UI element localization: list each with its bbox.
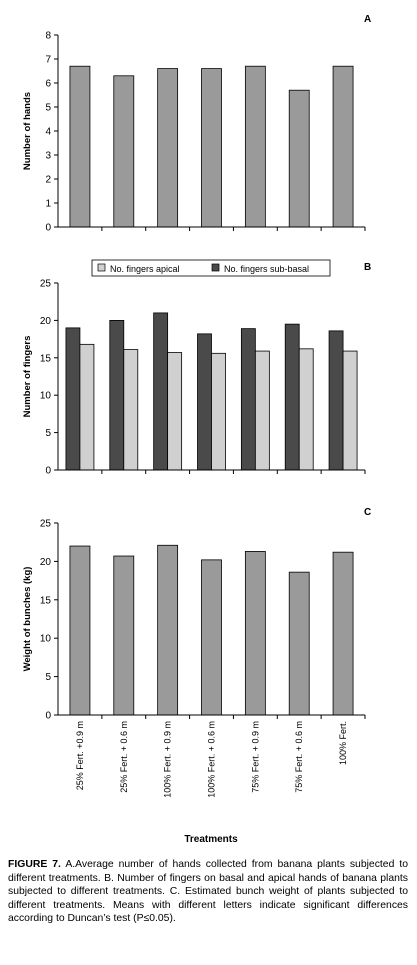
y-tick-label: 10: [40, 634, 52, 645]
y-tick-label: 15: [40, 595, 52, 606]
y-tick-label: 10: [40, 391, 52, 402]
y-tick-label: 1: [45, 199, 51, 210]
y-tick-label: 7: [45, 55, 51, 66]
bar: [79, 343, 95, 471]
y-tick-label: 4: [45, 127, 51, 138]
y-tick-label: 5: [45, 428, 51, 439]
y-tick-label: 25: [40, 519, 52, 530]
bar: [69, 65, 91, 228]
bar: [342, 350, 358, 471]
panel-letter: B: [364, 262, 371, 273]
y-tick-label: 5: [45, 672, 51, 683]
bar: [288, 89, 310, 228]
bar: [201, 68, 222, 228]
y-tick-label: 0: [45, 711, 51, 722]
chart-panel-c: C 0 5 10 15 20 25 Weight of bunches (kg): [22, 507, 371, 722]
x-tick-label: 75% Fert. + 0.9 m: [250, 721, 260, 793]
caption-label: FIGURE 7.: [8, 859, 61, 870]
x-tick-label: 100% Fert.: [338, 721, 348, 765]
bar: [157, 544, 179, 716]
y-tick-label: 20: [40, 316, 52, 327]
x-tick-label: 100% Fert. + 0.6 m: [207, 721, 217, 798]
bar: [197, 333, 212, 471]
y-tick-label: 5: [45, 103, 51, 114]
y-axis-label: Number of fingers: [22, 336, 33, 418]
legend-swatch: [211, 263, 220, 272]
bar: [298, 348, 314, 471]
chart-panel-b: B 0 5 10 15 20 25 Number of fingers No. fingers …: [22, 259, 371, 477]
bar: [240, 328, 256, 471]
y-tick-label: 0: [45, 466, 51, 477]
bar: [332, 65, 354, 228]
bar: [201, 559, 222, 716]
y-axis-label: Number of hands: [22, 92, 33, 170]
y-tick-label: 6: [45, 79, 51, 90]
bar: [123, 349, 139, 471]
bar: [244, 551, 266, 716]
y-axis-label: Weight of bunches (kg): [22, 567, 33, 672]
bar: [113, 555, 135, 716]
bar: [113, 75, 135, 228]
bar: [284, 323, 300, 471]
legend-box: [91, 259, 331, 277]
x-tick-label: 100% Fert. + 0.9 m: [163, 721, 173, 798]
bar: [69, 545, 91, 716]
legend: No. fingers apical No. fingers sub-basal: [91, 259, 331, 277]
bar: [254, 350, 270, 471]
bar: [211, 352, 226, 471]
x-tick-label: 25% Fert. +0.9 m: [75, 721, 85, 790]
caption-text: A.Average number of hands collected from…: [8, 859, 408, 925]
bar: [167, 352, 183, 471]
y-tick-label: 25: [40, 279, 52, 290]
bar: [328, 330, 344, 471]
y-tick-label: 0: [45, 223, 51, 234]
bar: [332, 551, 354, 716]
bar: [244, 65, 266, 228]
x-axis-label: Treatments: [184, 834, 238, 845]
panel-letter: A: [364, 14, 371, 25]
legend-swatch: [97, 263, 106, 272]
panel-letter: C: [364, 507, 371, 518]
y-tick-label: 2: [45, 175, 51, 186]
y-tick-label: 15: [40, 353, 52, 364]
x-tick-label: 25% Fert. + 0.6 m: [119, 721, 129, 793]
bar: [109, 319, 125, 471]
bar: [65, 327, 81, 471]
bar: [288, 571, 310, 716]
y-tick-label: 3: [45, 151, 51, 162]
chart-panel-a: A 0 1 2 3 4 5 6 7 8 Number of hands: [22, 14, 371, 234]
legend-label: No. fingers sub-basal: [224, 264, 309, 274]
x-tick-label: 75% Fert. + 0.6 m: [294, 721, 304, 793]
legend-label: No. fingers apical: [110, 264, 180, 274]
bar: [153, 312, 169, 471]
bar: [157, 68, 179, 228]
y-tick-label: 8: [45, 31, 51, 42]
y-tick-label: 20: [40, 557, 52, 568]
figure-caption: FIGURE 7. A.Average number of hands coll…: [8, 858, 408, 926]
